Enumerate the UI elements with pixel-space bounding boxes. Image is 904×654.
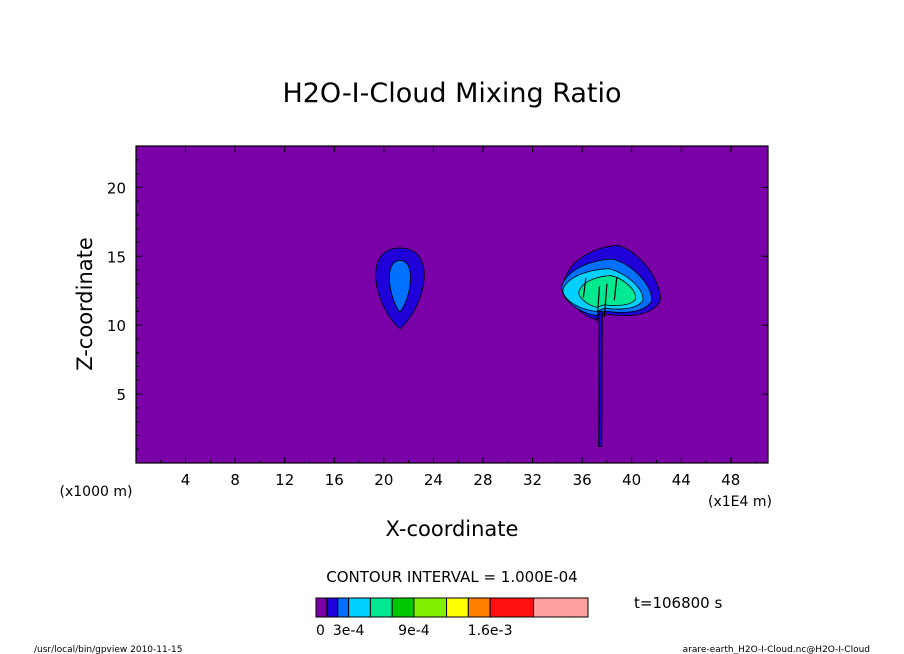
x-tick-label: 48 xyxy=(721,471,740,489)
cloud-contours xyxy=(375,244,661,447)
y-tick-label: 5 xyxy=(116,386,126,404)
y-tick-label: 10 xyxy=(107,317,126,335)
colorbar-label-0: 0 xyxy=(316,623,325,639)
colorbar-swatch-0 xyxy=(315,597,328,618)
x-tick-label: 8 xyxy=(230,471,240,489)
colorbar-swatch-1 xyxy=(326,597,339,618)
colorbar-swatch-8 xyxy=(467,597,491,618)
colorbar: 0 3e-4 9e-4 1.6e-3 xyxy=(315,597,589,639)
x-unit-left: (x1000 m) xyxy=(60,484,133,500)
cloud-inner-contour-3 xyxy=(582,278,587,298)
x-tick-label: 28 xyxy=(473,471,492,489)
colorbar-swatch-3 xyxy=(348,597,371,618)
colorbar-label-2: 9e-4 xyxy=(398,623,430,639)
colorbar-label-3: 1.6e-3 xyxy=(468,623,513,639)
x-tick-label: 44 xyxy=(672,471,691,489)
x-tick-label: 12 xyxy=(275,471,294,489)
x-unit-right: (x1E4 m) xyxy=(708,494,772,510)
cloud-inner-contour-0 xyxy=(596,286,601,323)
colorbar-label-1: 3e-4 xyxy=(333,623,365,639)
footer-left: /usr/local/bin/gpview 2010-11-15 xyxy=(34,645,182,654)
plot-frame xyxy=(135,145,769,464)
colorbar-swatch-10 xyxy=(533,597,589,618)
x-tick-label: 32 xyxy=(523,471,542,489)
contour-interval: CONTOUR INTERVAL = 1.000E-04 xyxy=(326,568,577,586)
cloud-stem xyxy=(598,310,603,447)
colorbar-swatch-7 xyxy=(446,597,469,618)
plot-background xyxy=(135,145,769,464)
x-tick-label: 16 xyxy=(325,471,344,489)
x-tick-label: 36 xyxy=(573,471,592,489)
left-cloud-level-1 xyxy=(388,259,411,313)
x-tick-label: 4 xyxy=(181,471,191,489)
y-axis-label: Z-coordinate xyxy=(73,237,97,371)
colorbar-swatch-4 xyxy=(369,597,393,618)
colorbar-swatch-2 xyxy=(337,597,350,618)
colorbar-swatch-6 xyxy=(413,597,448,618)
cloud-inner-contour-1 xyxy=(603,283,608,317)
colorbar-swatch-5 xyxy=(391,597,415,618)
chart-title: H2O-I-Cloud Mixing Ratio xyxy=(282,78,621,109)
footer-right: arare-earth_H2O-I-Cloud.nc@H2O-I-Cloud xyxy=(683,645,870,654)
colorbar-swatch-9 xyxy=(489,597,535,618)
cloud-inner-contour-2 xyxy=(613,276,618,301)
y-tick-label: 15 xyxy=(107,248,126,266)
x-tick-label: 40 xyxy=(622,471,641,489)
right-cloud-level-3 xyxy=(578,275,636,308)
y-tick-label: 20 xyxy=(107,179,126,197)
x-tick-label: 20 xyxy=(374,471,393,489)
time-label: t=106800 s xyxy=(634,594,722,612)
x-axis-label: X-coordinate xyxy=(386,517,519,541)
x-tick-label: 24 xyxy=(424,471,443,489)
